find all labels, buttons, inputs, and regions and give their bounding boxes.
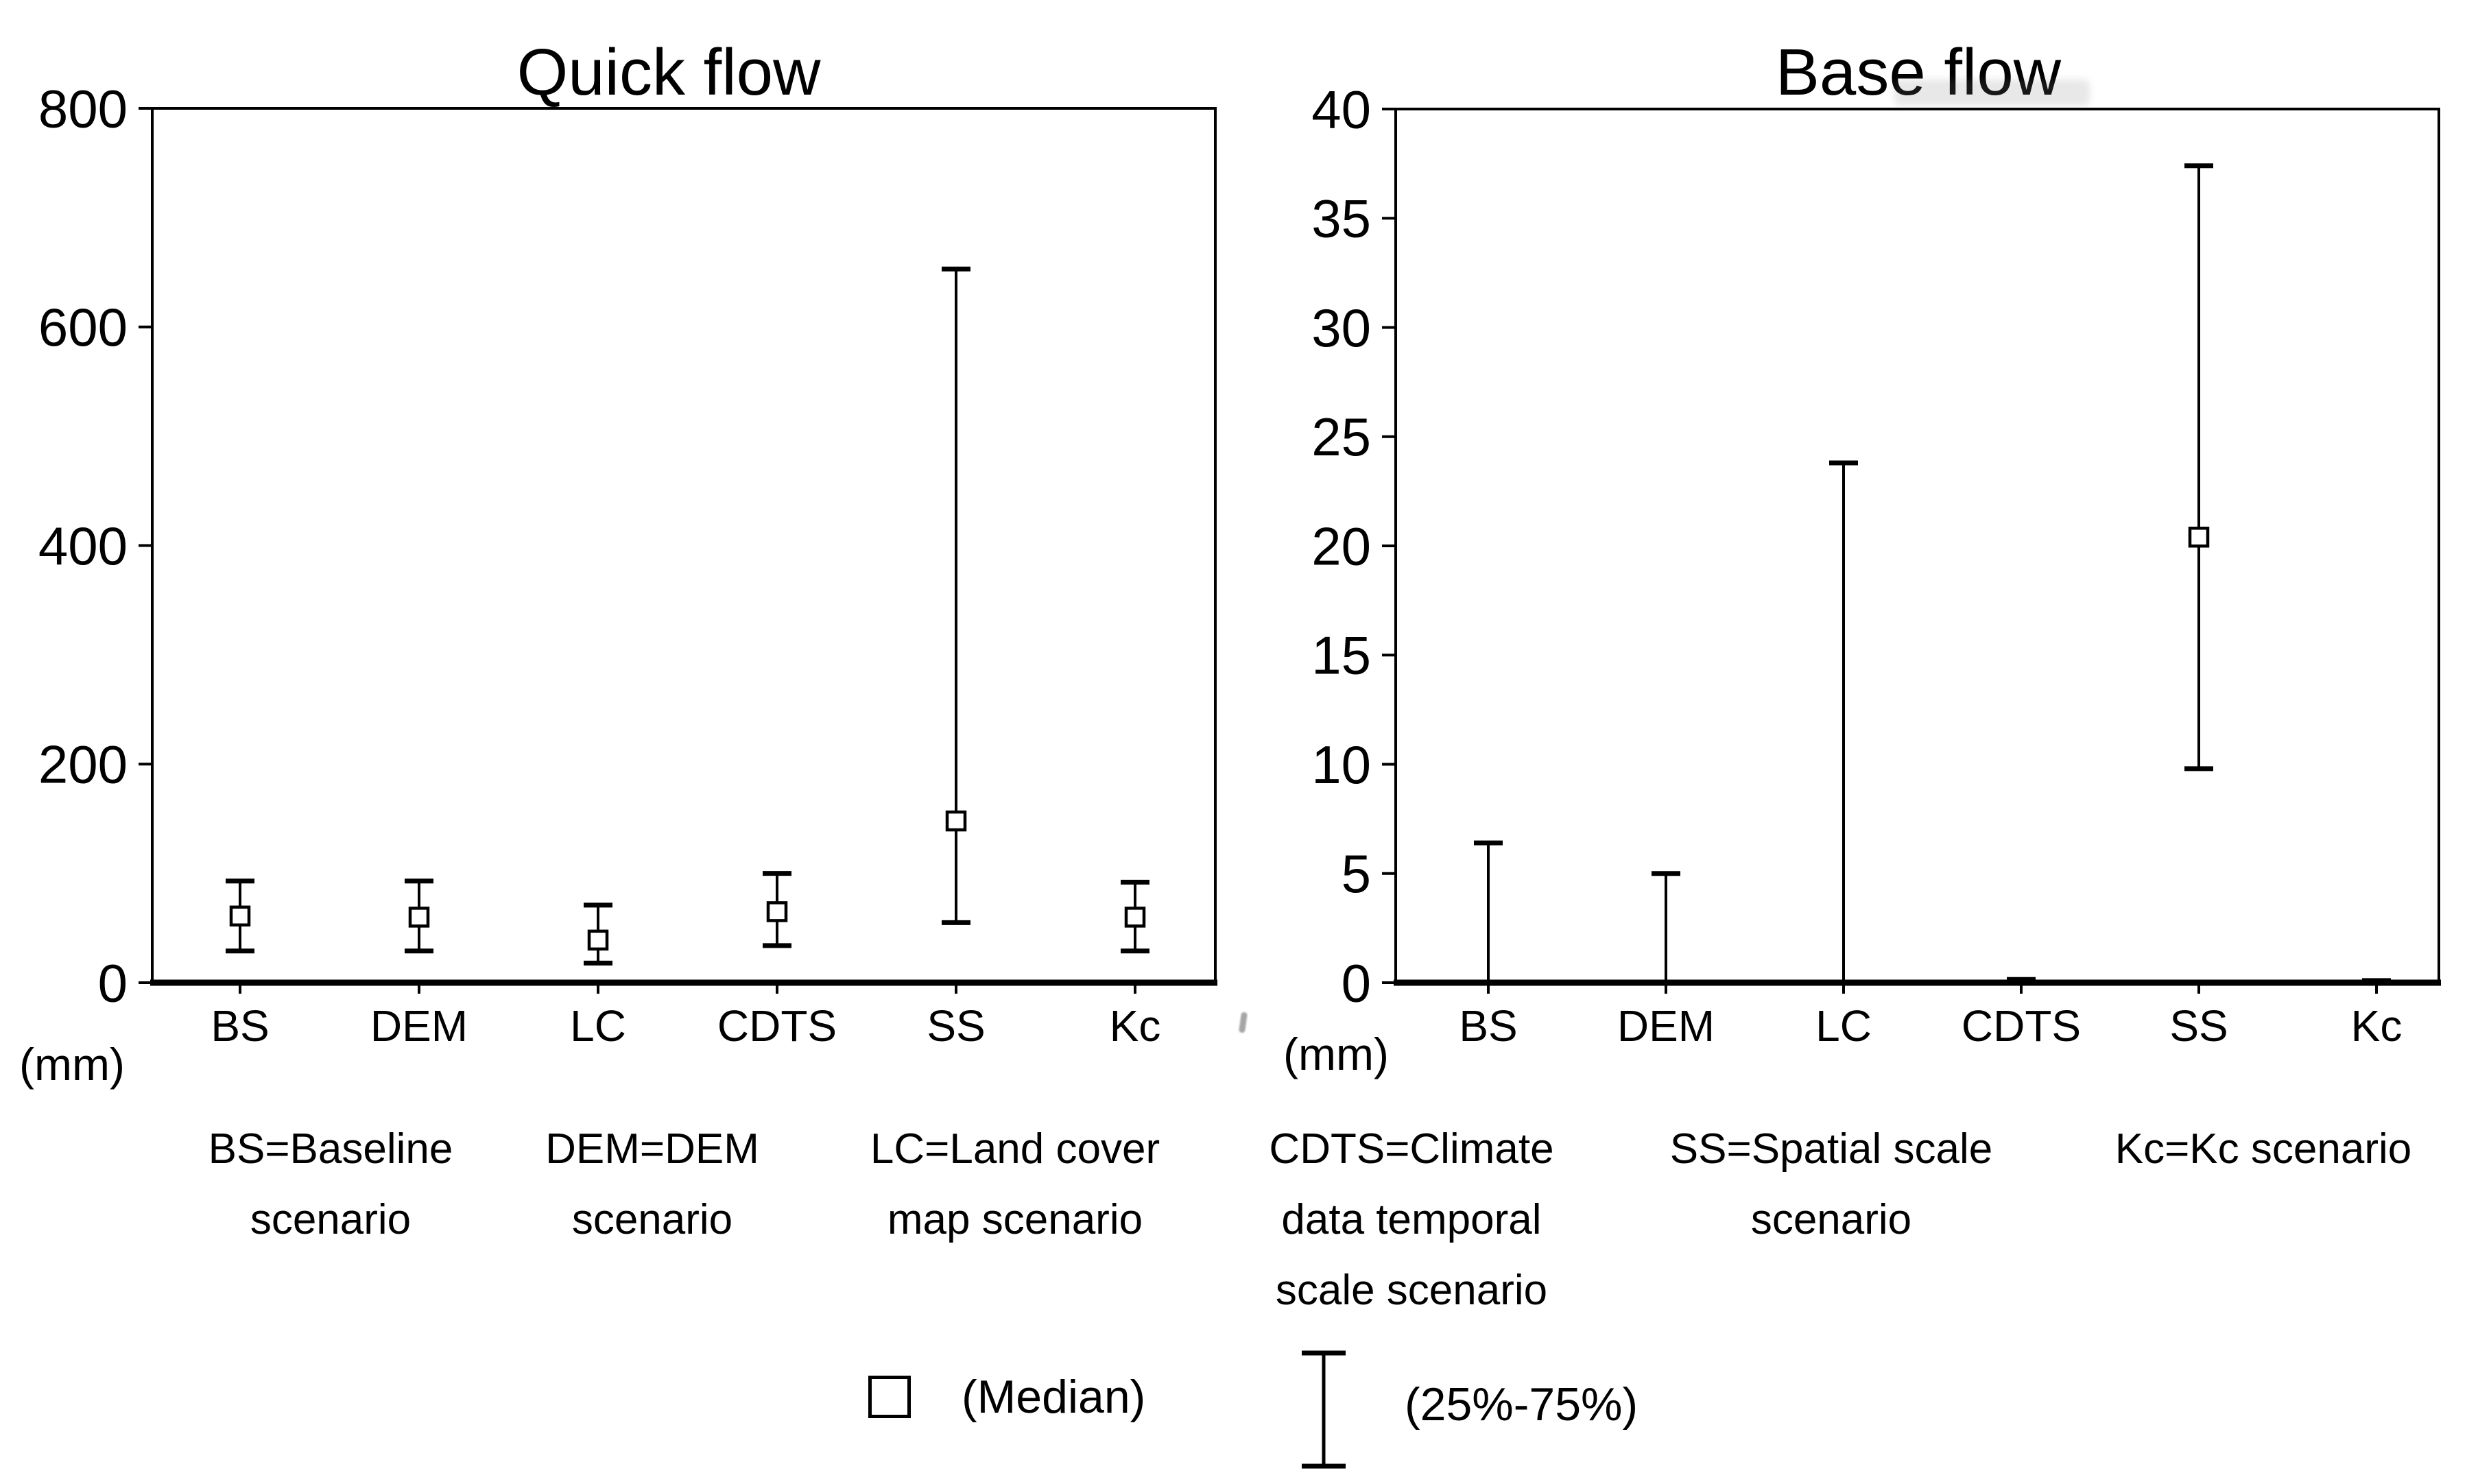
x-tick-label: BS (211, 1001, 269, 1051)
y-tick-label: 0 (98, 953, 128, 1013)
y-tick-label: 35 (1311, 189, 1371, 249)
footnote-line: CDTS=Climate (1269, 1125, 1554, 1173)
footnote-line: data temporal (1281, 1196, 1542, 1243)
y-tick-label: 800 (38, 78, 128, 139)
legend-errorbar-icon (1302, 1350, 1346, 1469)
x-tick-label: BS (1459, 1001, 1517, 1051)
footnote-line: BS=Baseline (208, 1125, 453, 1173)
y-tick-label: 600 (38, 297, 128, 357)
footnote-Kc: Kc=Kc scenario (2115, 1114, 2412, 1184)
footnote-line: LC=Land cover (870, 1125, 1160, 1173)
x-tick-label: DEM (1617, 1001, 1715, 1051)
median-marker-DEM (408, 907, 430, 928)
legend-median-label: (Median) (962, 1371, 1146, 1423)
base-flow-chart: Base flow 0 5 10 15 20 25 30 35 40 (mm) BS DEM LC CDTS… (1283, 36, 2441, 1079)
median-marker-CDTS (766, 901, 788, 922)
y-tick-label: 0 (1342, 953, 1371, 1013)
x-tick-label: Kc (1110, 1001, 1161, 1051)
legend-median-marker-icon (868, 1376, 911, 1418)
y-tick-label: 40 (1311, 79, 1371, 139)
y-tick-label: 10 (1311, 734, 1371, 795)
quick-flow-chart: Quick flow 0 200 400 600 800 (mm) BS DEM LC CDTS SS… (19, 36, 1217, 1090)
y-tick-label: 20 (1311, 516, 1371, 576)
artifact-smudge (1894, 80, 2090, 106)
footnote-LC: LC=Land cover map scenario (870, 1114, 1160, 1255)
footnote-line: scale scenario (1275, 1267, 1548, 1314)
x-tick-label: SS (927, 1001, 985, 1051)
y-tick-label: 25 (1311, 407, 1371, 467)
legend-range-label: (25%-75%) (1405, 1378, 1638, 1431)
footnote-SS: SS=Spatial scale scenario (1670, 1114, 1992, 1255)
footnote-line: scenario (250, 1196, 412, 1243)
y-tick-label: 5 (1342, 843, 1371, 904)
x-tick-label: CDTS (717, 1001, 837, 1051)
x-tick-label: DEM (370, 1001, 468, 1051)
chart-title: Base flow (1776, 36, 2062, 109)
median-marker-SS (2188, 527, 2210, 548)
median-marker-Kc (1124, 907, 1146, 928)
footnote-BS: BS=Baseline scenario (208, 1114, 453, 1255)
x-tick-label: LC (570, 1001, 626, 1051)
x-tick-label: CDTS (1962, 1001, 2081, 1051)
footnote-line: scenario (1750, 1196, 1912, 1243)
footnote-line: map scenario (887, 1196, 1143, 1243)
x-tick-label: SS (2169, 1001, 2228, 1051)
y-tick-label: 400 (38, 516, 128, 576)
median-marker-SS (945, 810, 967, 832)
y-axis-unit-label: (mm) (1283, 1029, 1389, 1079)
y-tick-label: 30 (1311, 298, 1371, 358)
footnote-line: SS=Spatial scale (1669, 1125, 1993, 1173)
footnote-line: scenario (571, 1196, 733, 1243)
footnote-DEM: DEM=DEM scenario (545, 1114, 759, 1255)
footnote-CDTS: CDTS=Climate data temporal scale scenario (1269, 1114, 1553, 1326)
median-marker-BS (229, 905, 251, 927)
y-tick-label: 200 (38, 734, 128, 795)
footnote-line: Kc=Kc scenario (2114, 1125, 2412, 1173)
plot-box (151, 107, 1217, 984)
plot-box (1394, 108, 2440, 984)
y-axis-unit-label: (mm) (19, 1039, 125, 1090)
x-tick-label: LC (1815, 1001, 1872, 1051)
y-tick-label: 15 (1311, 625, 1371, 686)
chart-title: Quick flow (517, 36, 821, 109)
footnote-line: DEM=DEM (545, 1125, 759, 1173)
x-tick-label: Kc (2351, 1001, 2403, 1051)
median-marker-LC (587, 929, 609, 951)
